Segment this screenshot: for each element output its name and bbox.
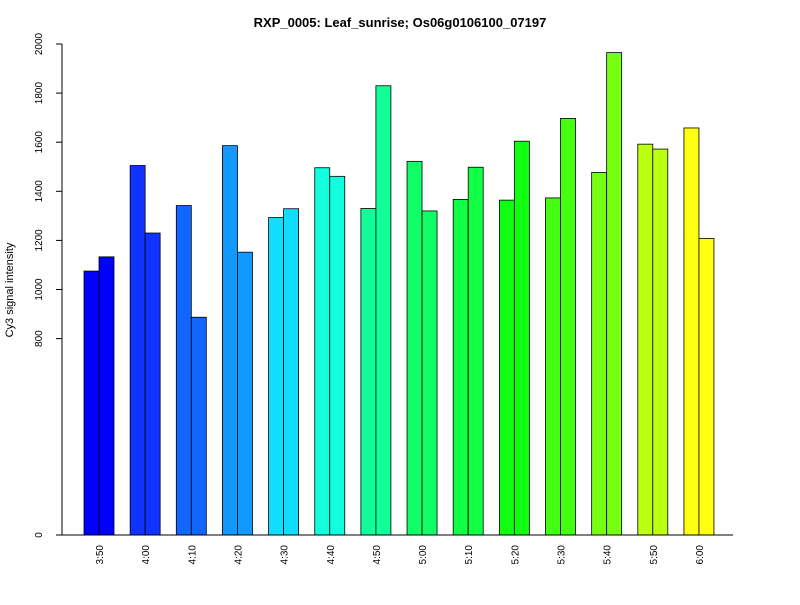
bar-520-2 (513, 140, 530, 536)
bar-350-2 (98, 256, 115, 536)
bar-420-1 (222, 145, 238, 536)
x-tick-label: 5:40 (603, 545, 614, 565)
bar-440-1 (314, 167, 331, 536)
x-tick-label: 4:40 (326, 545, 337, 565)
bar-510-2 (467, 166, 484, 536)
x-tick-label: 4:30 (280, 545, 291, 565)
bar-510-1 (452, 199, 469, 536)
y-tick-label: 1000 (34, 278, 45, 301)
bar-410-1 (175, 205, 192, 536)
bar-530-2 (560, 117, 576, 536)
bar-450-2 (375, 85, 392, 536)
bar-500-2 (421, 210, 438, 536)
x-tick-label: 4:10 (187, 545, 198, 565)
bar-500-1 (406, 160, 423, 536)
bar-600-2 (698, 238, 715, 536)
bar-600-1 (683, 127, 700, 536)
y-tick-label: 1200 (34, 229, 45, 252)
bar-540-2 (606, 52, 623, 536)
x-tick-label: 5:10 (464, 545, 475, 565)
y-axis: 0 800 1000 1200 1400 1600 1800 2000 (34, 32, 63, 538)
x-tick-label: 5:00 (418, 545, 429, 565)
bar-550-2 (652, 148, 669, 536)
bar-520-1 (498, 199, 515, 536)
bar-440-2 (329, 175, 346, 536)
x-tick-label: 4:20 (233, 545, 244, 565)
x-tick-label: 5:30 (557, 545, 568, 565)
bar-540-1 (591, 171, 608, 536)
x-tick-label: 5:20 (510, 545, 521, 565)
bar-350-1 (83, 270, 100, 536)
x-axis: 3:50 4:00 4:10 4:20 4:30 4:40 4:50 5:00 5:10 5:20… (62, 534, 733, 565)
bar-430-1 (268, 217, 285, 536)
bar-430-2 (283, 208, 300, 536)
x-tick-label: 5:50 (649, 545, 660, 565)
bar-410-2 (190, 316, 207, 536)
y-tick-label: 0 (34, 532, 45, 538)
y-tick-label: 1600 (34, 131, 45, 154)
x-tick-label: 4:00 (141, 545, 152, 565)
x-tick-label: 3:50 (95, 545, 106, 565)
x-tick-label: 4:50 (372, 545, 383, 565)
bar-530-1 (545, 197, 561, 536)
bars-group (83, 52, 715, 536)
bar-550-1 (637, 143, 654, 536)
y-tick-label: 1800 (34, 82, 45, 105)
bar-420-2 (237, 251, 253, 536)
bar-400-1 (129, 165, 146, 536)
y-tick-label: 800 (34, 330, 45, 347)
bar-400-2 (144, 232, 161, 536)
y-tick-label: 2000 (34, 32, 45, 55)
chart-title: RXP_0005: Leaf_sunrise; Os06g0106100_071… (254, 15, 547, 30)
y-tick-label: 1400 (34, 180, 45, 203)
x-tick-label: 6:00 (695, 545, 706, 565)
bar-450-1 (360, 208, 377, 536)
y-axis-label: Cy3 signal intensity (4, 242, 16, 337)
